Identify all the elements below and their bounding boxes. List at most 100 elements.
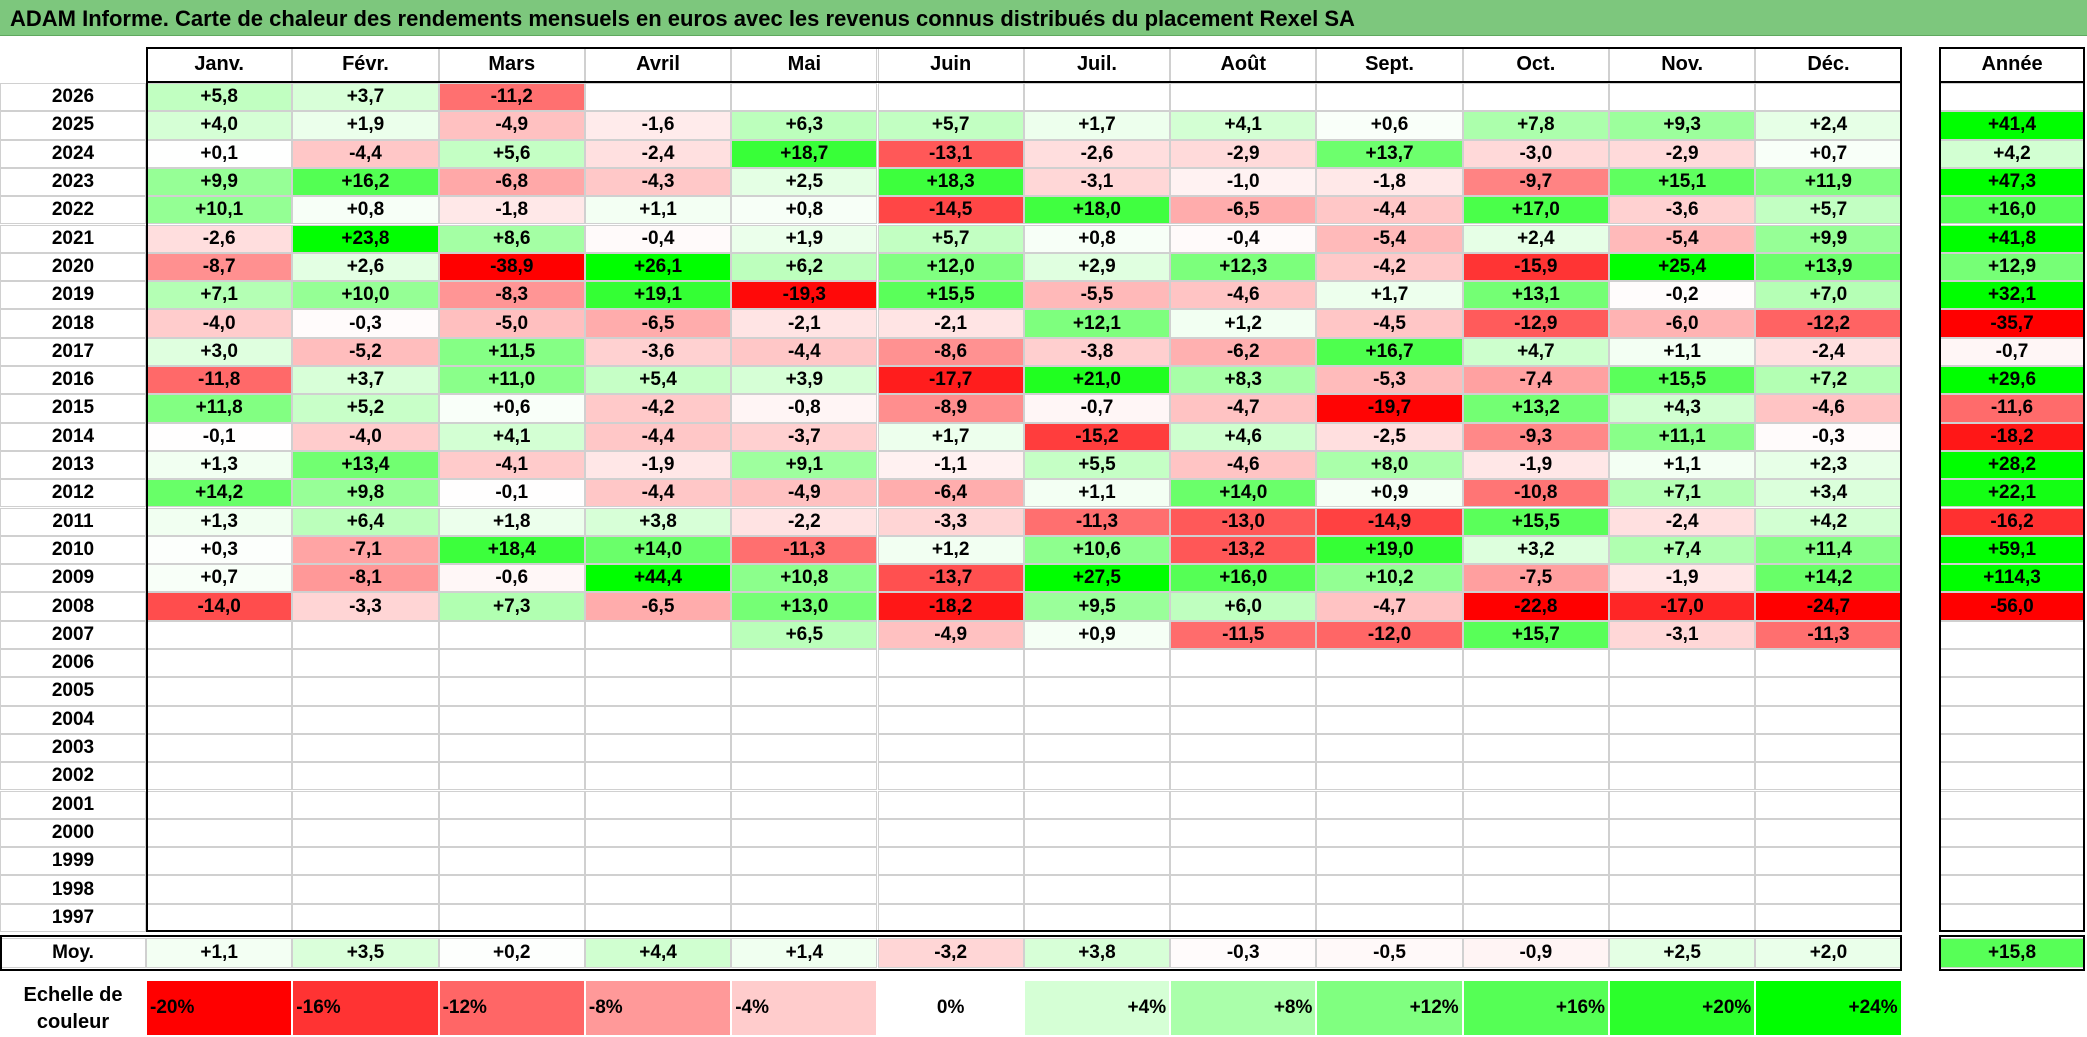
heatmap-cell: -4,6 [1170, 281, 1317, 310]
heatmap-cell: -8,3 [438, 281, 585, 310]
annual-cell: +16,0 [1939, 196, 2085, 225]
heatmap-cell: -13,1 [877, 139, 1024, 168]
heatmap-cell [438, 733, 585, 763]
heatmap-cell: +0,6 [438, 394, 585, 423]
heatmap-cell [1755, 903, 1902, 932]
heatmap-cell: -4,7 [1170, 394, 1317, 423]
heatmap-cell [1023, 677, 1171, 706]
annual-cell [1939, 790, 2085, 819]
color-scale-cell: +24% [1755, 980, 1902, 1036]
annual-cell: +4,2 [1939, 139, 2085, 168]
heatmap-cell: -6,2 [1170, 337, 1317, 366]
annual-cell [1939, 649, 2085, 678]
heatmap-cell [146, 620, 293, 649]
heatmap-cell [292, 875, 439, 904]
heatmap-cell [1170, 818, 1317, 848]
heatmap-cell: -4,9 [877, 620, 1024, 649]
heatmap-cell: +2,6 [292, 252, 439, 282]
heatmap-cell: -12,2 [1755, 309, 1902, 338]
heatmap-cell [1609, 649, 1756, 678]
year-label: 2020 [0, 252, 146, 282]
heatmap-cell: -5,5 [1023, 281, 1171, 310]
heatmap-cell: +0,9 [1023, 620, 1171, 649]
year-label: 2012 [0, 479, 146, 508]
heatmap-cell: +1,8 [438, 507, 585, 536]
heatmap-cell: +1,3 [146, 450, 293, 480]
heatmap-cell [1462, 649, 1609, 678]
heatmap-cell: -17,7 [877, 366, 1024, 395]
heatmap-cell: -11,8 [146, 366, 293, 395]
heatmap-cell: +10,8 [731, 564, 878, 593]
heatmap-cell [1316, 677, 1463, 706]
heatmap-cell: +13,7 [1316, 139, 1463, 168]
month-header: Avril [584, 47, 732, 82]
heatmap-cell: -9,7 [1462, 167, 1609, 197]
heatmap-cell: +0,7 [1755, 139, 1902, 168]
heatmap-cell: -3,1 [1609, 620, 1756, 649]
year-label: 2018 [0, 309, 146, 338]
heatmap-cell: +18,0 [1023, 196, 1171, 225]
heatmap-cell: -0,7 [1023, 394, 1171, 423]
annual-cell [1939, 818, 2085, 848]
heatmap-cell [292, 790, 439, 819]
heatmap-cell [146, 847, 293, 876]
color-scale-cell: +8% [1170, 980, 1317, 1036]
heatmap-cell [146, 875, 293, 904]
heatmap-cell: +9,5 [1023, 592, 1171, 621]
heatmap-cell: +3,7 [292, 83, 439, 112]
heatmap-cell [1609, 875, 1756, 904]
heatmap-cell [1170, 847, 1317, 876]
heatmap-cell [1316, 733, 1463, 763]
heatmap-cell [438, 762, 585, 791]
heatmap-cell [731, 875, 878, 904]
heatmap-cell: -2,1 [731, 309, 878, 338]
heatmap-cell: +4,2 [1755, 507, 1902, 536]
heatmap-cell: +16,0 [1170, 564, 1317, 593]
heatmap-cell [1755, 733, 1902, 763]
month-header: Juil. [1023, 47, 1171, 82]
annual-cell: -11,6 [1939, 394, 2085, 423]
heatmap-cell: -0,1 [438, 479, 585, 508]
annual-cell: +47,3 [1939, 167, 2085, 197]
heatmap-cell [731, 818, 878, 848]
heatmap-cell: +10,6 [1023, 535, 1171, 565]
heatmap-cell: +7,0 [1755, 281, 1902, 310]
heatmap-cell [1170, 762, 1317, 791]
heatmap-cell: +7,4 [1609, 535, 1756, 565]
heatmap-cell [877, 790, 1024, 819]
heatmap-cell: +3,0 [146, 337, 293, 366]
heatmap-cell: +7,2 [1755, 366, 1902, 395]
heatmap-cell: -11,3 [1755, 620, 1902, 649]
heatmap-cell [438, 903, 585, 932]
annual-cell: +41,4 [1939, 111, 2085, 140]
year-label: 2013 [0, 450, 146, 480]
heatmap-cell [292, 733, 439, 763]
heatmap-cell [1170, 83, 1317, 112]
heatmap-cell: -2,2 [731, 507, 878, 536]
heatmap-cell: +2,5 [731, 167, 878, 197]
year-label: 2003 [0, 733, 146, 763]
heatmap-cell [1316, 649, 1463, 678]
heatmap-cell: -1,8 [1316, 167, 1463, 197]
heatmap-cell: -8,1 [292, 564, 439, 593]
heatmap-cell: -4,2 [584, 394, 732, 423]
annual-cell: +32,1 [1939, 281, 2085, 310]
heatmap-cell [438, 677, 585, 706]
heatmap-cell: +0,1 [146, 139, 293, 168]
heatmap-cell [877, 818, 1024, 848]
heatmap-cell [1023, 790, 1171, 819]
heatmap-cell: -1,9 [584, 450, 732, 480]
heatmap-cell: +1,1 [1609, 450, 1756, 480]
heatmap-cell [438, 705, 585, 734]
heatmap-cell [731, 733, 878, 763]
heatmap-cell: +3,4 [1755, 479, 1902, 508]
heatmap-cell [1609, 847, 1756, 876]
heatmap-cell [1316, 83, 1463, 112]
month-header: Oct. [1462, 47, 1609, 82]
heatmap-cell [731, 847, 878, 876]
heatmap-cell: +11,8 [146, 394, 293, 423]
annual-cell [1939, 847, 2085, 876]
heatmap-cell [292, 847, 439, 876]
heatmap-cell: -8,9 [877, 394, 1024, 423]
heatmap-cell [1023, 733, 1171, 763]
